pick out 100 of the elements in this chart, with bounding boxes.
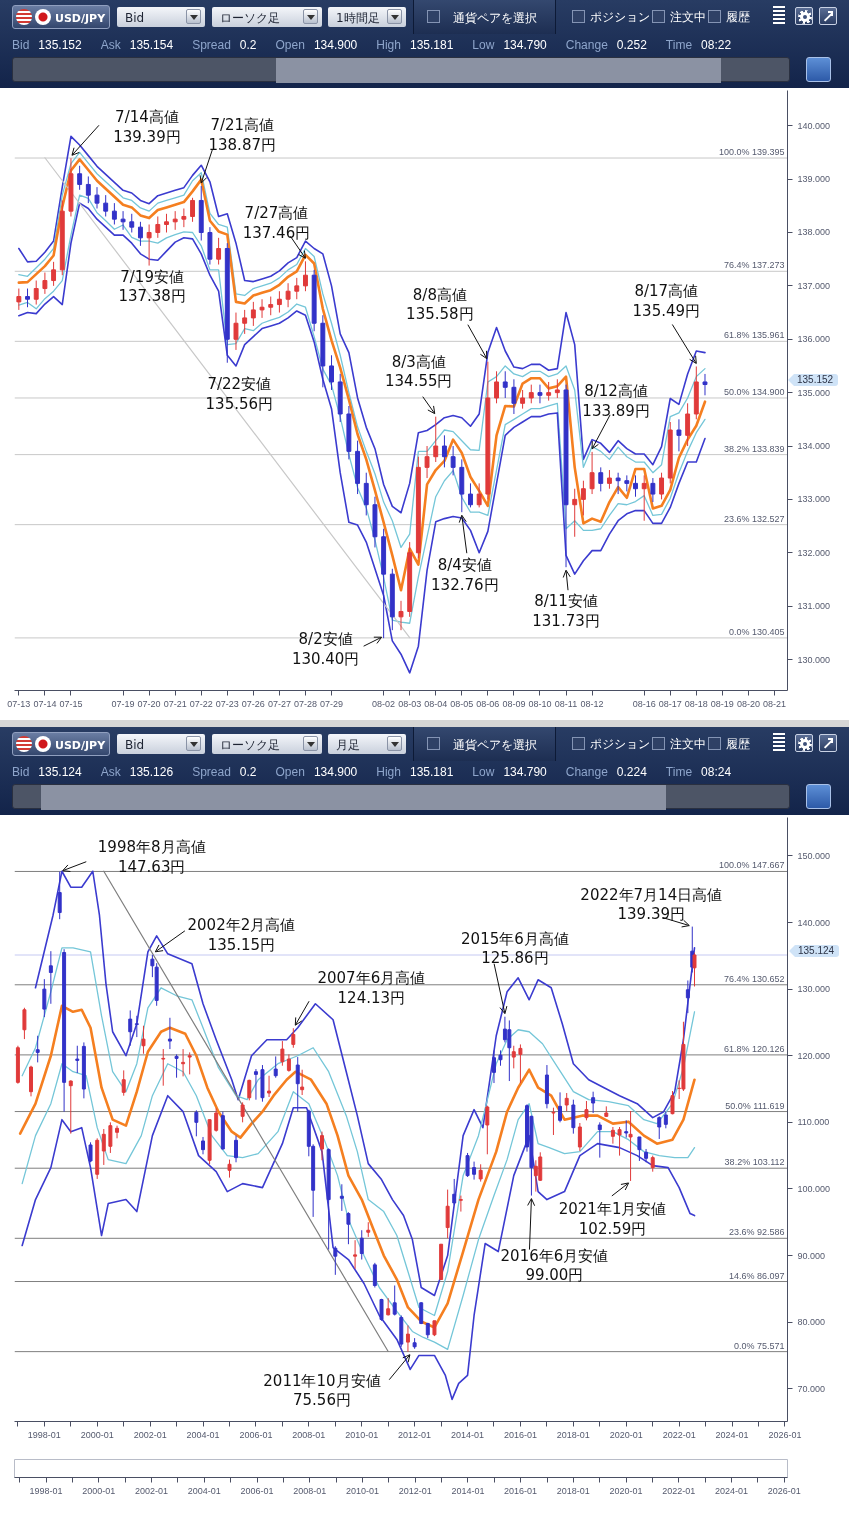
annotation: 2007年6月高値 124.13円 xyxy=(317,969,426,1008)
annotation: 8/3高値 134.55円 xyxy=(385,352,453,391)
x-tick-label: 07-14 xyxy=(33,698,57,709)
x-tick-label: 2022-01 xyxy=(662,1429,696,1440)
y-tick-label: 136.000 xyxy=(797,334,831,345)
x-tick-label: 07-13 xyxy=(7,698,31,709)
text: ローソク足 xyxy=(220,10,280,27)
text: 履歴 xyxy=(726,736,750,753)
annotation: 8/11安値 131.73円 xyxy=(532,592,600,630)
text: 1時間足 xyxy=(336,10,380,27)
annotation: 7/19安値 137.38円 xyxy=(118,267,186,306)
ref-line-label: 14.6% 86.097 xyxy=(728,1270,785,1281)
chart-title: USD/JPY xyxy=(55,11,106,27)
x2-tick-label: 2014-01 xyxy=(451,1485,485,1496)
ref-line-label: 38.2% 133.839 xyxy=(723,443,785,454)
x-tick-label: 08-12 xyxy=(580,698,604,709)
y-tick-label: 133.000 xyxy=(797,494,831,505)
annotation: 2016年6月安値 99.00円 xyxy=(500,1246,609,1285)
y-tick-label: 138.000 xyxy=(797,227,831,238)
x-tick-label: 07-15 xyxy=(59,698,83,709)
ref-line-label: 100.0% 147.667 xyxy=(718,860,785,871)
ref-line-label: 76.4% 137.273 xyxy=(723,260,785,271)
x2-tick-label: 2000-01 xyxy=(82,1485,116,1496)
ref-line-label: 61.8% 135.961 xyxy=(723,330,785,341)
x-tick-label: 07-28 xyxy=(293,698,317,709)
x-tick-label: 2004-01 xyxy=(186,1429,220,1440)
y-tick-label: 120.000 xyxy=(797,1050,831,1061)
x-tick-label: 2000-01 xyxy=(80,1429,114,1440)
text: 通貨ペアを選択 xyxy=(453,737,537,754)
x2-tick-label: 2012-01 xyxy=(398,1485,432,1496)
y-tick-label: 131.000 xyxy=(797,601,831,612)
x-tick-label: 2016-01 xyxy=(503,1429,537,1440)
annotation: 2015年6月高値 125.86円 xyxy=(461,929,569,968)
text: 135.124 xyxy=(795,945,840,957)
x-tick-label: 07-19 xyxy=(111,698,135,709)
x-tick-label: 08-09 xyxy=(502,698,526,709)
annotation: 2011年10月安値 75.56円 xyxy=(263,1371,381,1410)
x-tick-label: 2006-01 xyxy=(239,1429,273,1440)
x2-tick-label: 2024-01 xyxy=(714,1485,749,1496)
x-tick-label: 07-20 xyxy=(137,698,161,709)
x-tick-label: 08-16 xyxy=(632,698,656,709)
x-tick-label: 08-11 xyxy=(554,698,578,709)
x-tick-label: 08-17 xyxy=(658,698,682,709)
x-tick-label: 08-05 xyxy=(450,698,474,709)
x2-tick-label: 2026-01 xyxy=(767,1485,801,1496)
text: Bid 135.124 Ask 135.126 Spread 0.2 Open 134.900 High 135.181 Low 134.790 Change 0.224 Time 08:24 xyxy=(12,765,732,779)
text: 135.152 xyxy=(794,374,839,386)
y-tick-label: 130.000 xyxy=(797,984,831,995)
x-tick-label: 07-21 xyxy=(163,698,187,709)
x2-tick-label: 2022-01 xyxy=(662,1485,696,1496)
x-tick-label: 2014-01 xyxy=(451,1429,485,1440)
text: 通貨ペアを選択 xyxy=(453,10,537,27)
y-tick-label: 134.000 xyxy=(797,441,831,452)
x2-tick-label: 1998-01 xyxy=(29,1485,63,1496)
ref-line-label: 100.0% 139.395 xyxy=(718,147,785,158)
x-tick-label: 2012-01 xyxy=(398,1429,432,1440)
y-tick-label: 140.000 xyxy=(797,120,831,131)
ref-line-label: 0.0% 130.405 xyxy=(728,626,785,637)
ref-line-label: 23.6% 132.527 xyxy=(723,513,785,524)
text: 注文中 xyxy=(670,736,706,753)
ref-line-label: 61.8% 120.126 xyxy=(723,1043,785,1054)
annotation: 7/27高値 137.46円 xyxy=(242,204,311,243)
text: ポジション xyxy=(590,9,650,26)
x2-tick-label: 2002-01 xyxy=(135,1485,169,1496)
x-tick-label: 2008-01 xyxy=(292,1429,326,1440)
annotation: 7/14高値 139.39円 xyxy=(113,108,181,147)
x2-tick-label: 2018-01 xyxy=(556,1485,590,1496)
ref-line-label: 50.0% 134.900 xyxy=(723,386,785,397)
text: ポジション xyxy=(590,736,650,753)
ref-line-label: 0.0% 75.571 xyxy=(733,1340,785,1351)
x-tick-label: 08-06 xyxy=(476,698,500,709)
annotation: 2022年7月14日高値 139.39円 xyxy=(580,885,723,924)
annotation: 8/4安値 132.76円 xyxy=(431,556,499,595)
x-tick-label: 08-03 xyxy=(398,698,422,709)
annotation: 7/22安値 135.56円 xyxy=(205,374,274,413)
annotation: 8/17高値 135.49円 xyxy=(632,282,701,321)
y-tick-label: 70.000 xyxy=(797,1383,826,1394)
x-tick-label: 07-27 xyxy=(267,698,291,709)
x-tick-label: 08-19 xyxy=(710,698,734,709)
x-tick-label: 08-20 xyxy=(736,698,760,709)
x-tick-label: 2018-01 xyxy=(556,1429,590,1440)
text: 注文中 xyxy=(670,9,706,26)
x-tick-label: 08-21 xyxy=(762,698,786,709)
x2-tick-label: 2004-01 xyxy=(187,1485,221,1496)
chart-title: USD/JPY xyxy=(55,738,106,754)
ref-line-label: 76.4% 130.652 xyxy=(723,973,785,984)
x2-tick-label: 2008-01 xyxy=(293,1485,327,1496)
y-tick-label: 110.000 xyxy=(797,1117,830,1128)
x-tick-label: 08-02 xyxy=(372,698,396,709)
annotation: 2021年1月安値 102.59円 xyxy=(558,1199,667,1238)
annotation: 7/21高値 138.87円 xyxy=(208,116,276,154)
annotation: 8/8高値 135.58円 xyxy=(406,285,474,324)
x-tick-label: 08-18 xyxy=(684,698,708,709)
text: 履歴 xyxy=(726,9,750,26)
x-tick-label: 1998-01 xyxy=(27,1429,61,1440)
x-tick-label: 2002-01 xyxy=(133,1429,167,1440)
text: Bid 135.152 Ask 135.154 Spread 0.2 Open 134.900 High 135.181 Low 134.790 Change 0.252 Time 08:22 xyxy=(12,38,732,52)
x-tick-label: 07-29 xyxy=(320,698,344,709)
ref-line-label: 23.6% 92.586 xyxy=(728,1227,785,1238)
y-tick-label: 150.000 xyxy=(797,850,831,861)
